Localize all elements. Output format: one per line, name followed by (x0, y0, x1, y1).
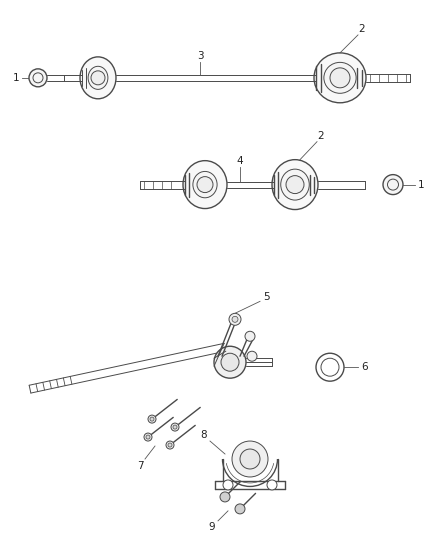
Circle shape (29, 69, 47, 87)
Circle shape (240, 449, 260, 469)
Circle shape (214, 346, 246, 378)
Circle shape (168, 443, 172, 447)
Circle shape (245, 332, 255, 341)
Circle shape (247, 351, 257, 361)
Ellipse shape (193, 172, 217, 198)
Ellipse shape (324, 62, 356, 93)
Circle shape (286, 175, 304, 193)
Text: 3: 3 (197, 51, 203, 61)
Circle shape (229, 313, 241, 325)
Circle shape (232, 316, 238, 322)
Ellipse shape (88, 66, 108, 90)
Ellipse shape (316, 353, 344, 381)
Circle shape (388, 179, 399, 190)
Text: 7: 7 (137, 461, 143, 471)
Circle shape (173, 425, 177, 429)
Ellipse shape (183, 160, 227, 208)
Text: 2: 2 (318, 131, 324, 141)
Text: 4: 4 (237, 156, 244, 166)
Text: 1: 1 (418, 180, 424, 190)
Text: 6: 6 (362, 362, 368, 372)
Circle shape (150, 417, 154, 421)
Circle shape (220, 492, 230, 502)
Circle shape (235, 504, 245, 514)
Circle shape (330, 68, 350, 88)
Circle shape (221, 353, 239, 371)
Circle shape (197, 176, 213, 192)
Circle shape (166, 441, 174, 449)
Circle shape (146, 435, 150, 439)
Circle shape (148, 415, 156, 423)
Ellipse shape (272, 160, 318, 209)
Text: 5: 5 (264, 293, 270, 302)
Circle shape (223, 480, 233, 490)
Text: 1: 1 (13, 73, 19, 83)
Text: 9: 9 (208, 522, 215, 532)
Ellipse shape (314, 53, 366, 103)
Ellipse shape (80, 57, 116, 99)
Text: 8: 8 (201, 430, 207, 440)
Text: 2: 2 (359, 24, 365, 34)
Ellipse shape (281, 169, 309, 200)
Circle shape (33, 73, 43, 83)
Circle shape (144, 433, 152, 441)
Circle shape (171, 423, 179, 431)
Circle shape (267, 480, 277, 490)
Ellipse shape (321, 358, 339, 376)
Circle shape (91, 71, 105, 85)
Circle shape (232, 441, 268, 477)
Circle shape (383, 175, 403, 195)
